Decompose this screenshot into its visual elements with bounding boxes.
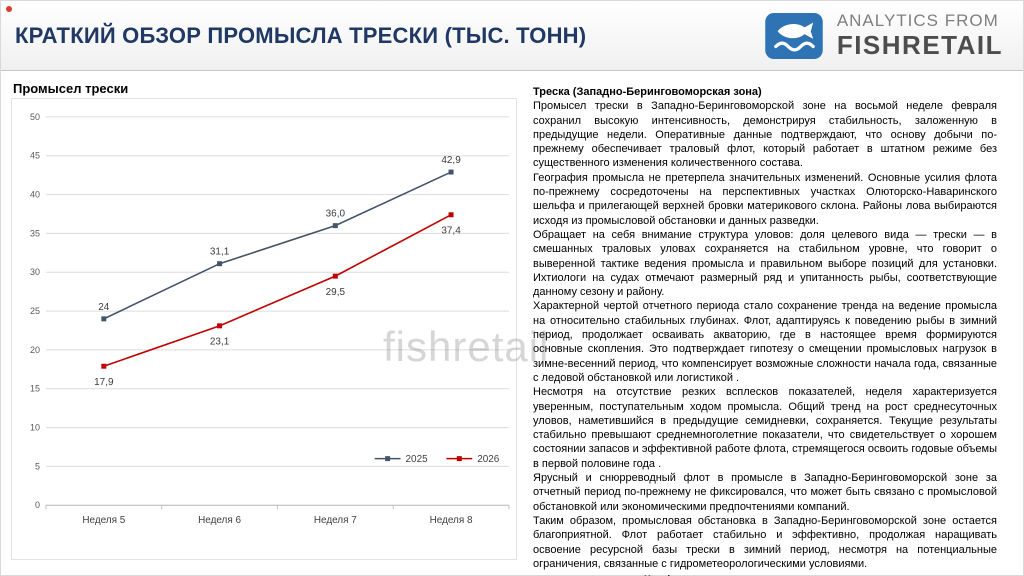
report-paragraph: Характерной чертой отчетного периода ста… bbox=[533, 300, 997, 384]
svg-text:40: 40 bbox=[30, 190, 40, 200]
svg-text:2025: 2025 bbox=[406, 454, 429, 465]
svg-text:30: 30 bbox=[30, 267, 40, 277]
svg-text:Неделя 7: Неделя 7 bbox=[314, 515, 357, 526]
svg-text:17,9: 17,9 bbox=[94, 377, 114, 388]
svg-text:36,0: 36,0 bbox=[326, 209, 346, 220]
svg-text:35: 35 bbox=[30, 228, 40, 238]
red-dot bbox=[6, 6, 12, 12]
fishretail-logo-icon bbox=[765, 12, 823, 59]
svg-text:Неделя 5: Неделя 5 bbox=[82, 515, 125, 526]
report-paragraph: География промысла не претерпела значите… bbox=[533, 171, 997, 227]
brand: ANALYTICS FROM FISHRETAIL bbox=[765, 10, 1009, 60]
report-text-panel: Треска (Западно-Беринговоморская зона) П… bbox=[525, 71, 1011, 576]
svg-text:20: 20 bbox=[30, 345, 40, 355]
confidential-label: Конфиденциально bbox=[533, 574, 858, 576]
svg-text:Неделя 8: Неделя 8 bbox=[430, 515, 473, 526]
svg-text:Неделя 6: Неделя 6 bbox=[198, 515, 241, 526]
brand-analytics-from: ANALYTICS FROM bbox=[836, 10, 999, 30]
page-title: КРАТКИЙ ОБЗОР ПРОМЫСЛА ТРЕСКИ (ТЫС. ТОНН… bbox=[15, 22, 587, 48]
svg-text:31,1: 31,1 bbox=[210, 247, 230, 258]
brand-fishretail: FISHRETAIL bbox=[836, 29, 1003, 60]
svg-text:29,5: 29,5 bbox=[326, 287, 346, 298]
svg-text:42,9: 42,9 bbox=[441, 155, 461, 166]
svg-text:50: 50 bbox=[30, 112, 40, 122]
content: Промысел трески 0 5 10 15 20 25 30 35 40 45 50 Неде… bbox=[1, 71, 1023, 576]
svg-text:2026: 2026 bbox=[477, 454, 500, 465]
report-heading: Треска (Западно-Беринговоморская зона) bbox=[533, 86, 762, 98]
report-paragraph: Таким образом, промысловая обстановка в … bbox=[533, 514, 997, 570]
chart-panel: Промысел трески 0 5 10 15 20 25 30 35 40 45 50 Неде… bbox=[1, 71, 525, 576]
brand-text: ANALYTICS FROM FISHRETAIL bbox=[836, 10, 1003, 60]
svg-text:0: 0 bbox=[35, 500, 40, 510]
svg-text:5: 5 bbox=[35, 461, 40, 471]
report-paragraphs: Промысел трески в Западно-Беринговоморск… bbox=[533, 99, 997, 571]
svg-text:23,1: 23,1 bbox=[210, 337, 230, 348]
svg-text:37,4: 37,4 bbox=[441, 226, 461, 237]
svg-text:45: 45 bbox=[30, 151, 40, 161]
svg-text:25: 25 bbox=[30, 306, 40, 316]
chart-title: Промысел трески bbox=[13, 81, 129, 96]
svg-text:10: 10 bbox=[30, 423, 40, 433]
report-paragraph: Несмотря на отсутствие резких всплесков … bbox=[533, 386, 997, 470]
report-paragraph: Ярусный и снюрреводный флот в промысле в… bbox=[533, 472, 997, 513]
svg-text:15: 15 bbox=[30, 384, 40, 394]
report-paragraph: Обращает на себя внимание структура улов… bbox=[533, 228, 997, 299]
header: КРАТКИЙ ОБЗОР ПРОМЫСЛА ТРЕСКИ (ТЫС. ТОНН… bbox=[1, 1, 1023, 71]
svg-text:24: 24 bbox=[98, 302, 110, 313]
report-paragraph: Промысел трески в Западно-Беринговоморск… bbox=[533, 100, 997, 170]
